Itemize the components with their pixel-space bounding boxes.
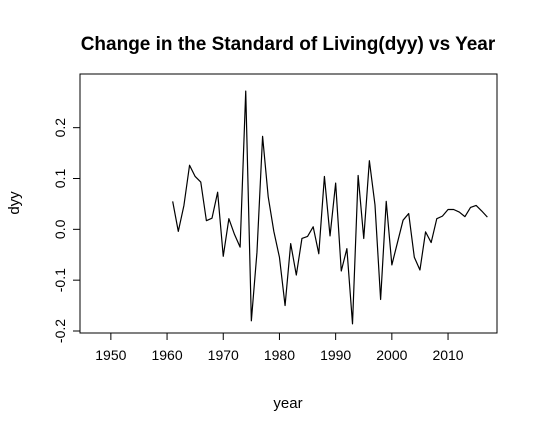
y-tick-label: -0.1	[52, 268, 68, 292]
chart-title: Change in the Standard of Living(dyy) vs…	[81, 34, 496, 55]
y-axis: -0.2 -0.1 0.0 0.1 0.2	[52, 118, 81, 343]
x-axis: 1950 1960 1970 1980 1990 2000 2010	[95, 332, 464, 363]
series-line	[172, 90, 488, 325]
x-tick-label: 1990	[320, 347, 351, 363]
x-axis-label: year	[273, 395, 302, 412]
y-axis-label: dyy	[6, 191, 23, 215]
y-tick-label: 0.0	[52, 219, 68, 239]
x-tick-label: 1980	[264, 347, 295, 363]
x-tick-label: 2010	[432, 347, 463, 363]
y-tick-label: 0.2	[52, 118, 68, 138]
x-tick-label: 1960	[151, 347, 182, 363]
x-tick-label: 1950	[95, 347, 126, 363]
y-tick-label: -0.2	[52, 319, 68, 343]
plot-frame	[79, 73, 498, 334]
x-tick-label: 1970	[208, 347, 239, 363]
x-tick-label: 2000	[376, 347, 407, 363]
y-tick-label: 0.1	[52, 169, 68, 189]
